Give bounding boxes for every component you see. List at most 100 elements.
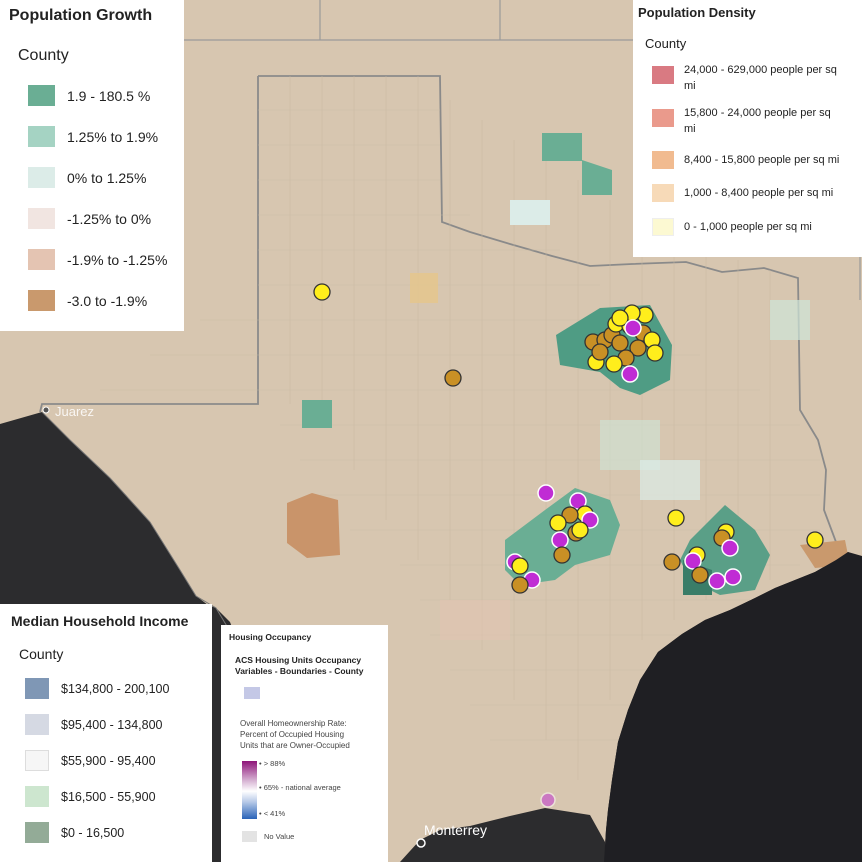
legend-swatch xyxy=(25,786,49,807)
gold-location-marker[interactable] xyxy=(553,546,571,564)
legend-swatch xyxy=(28,85,55,106)
county-grid xyxy=(100,76,820,780)
housing-layer-swatch xyxy=(244,687,260,699)
yellow-location-marker[interactable] xyxy=(667,509,685,527)
legend-label: 1.9 - 180.5 % xyxy=(67,87,151,104)
housing-occupancy-legend: Housing Occupancy ACS Housing Units Occu… xyxy=(221,625,388,862)
purple-location-marker[interactable] xyxy=(624,319,642,337)
no-value-swatch xyxy=(242,831,257,842)
gold-location-marker[interactable] xyxy=(444,369,462,387)
purple-location-marker[interactable] xyxy=(621,365,639,383)
population-growth-item: -3.0 to -1.9% xyxy=(28,290,147,311)
monterrey-label: Monterrey xyxy=(424,822,487,838)
monterrey-marker xyxy=(416,838,426,848)
gold-location-marker[interactable] xyxy=(663,553,681,571)
legend-swatch xyxy=(25,678,49,699)
legend-label: $55,900 - 95,400 xyxy=(61,753,156,768)
legend-swatch xyxy=(25,750,49,771)
purple-location-marker[interactable] xyxy=(537,484,555,502)
no-value-label: No Value xyxy=(264,832,295,841)
median-income-item: $55,900 - 95,400 xyxy=(25,750,156,771)
population-growth-title: Population Growth xyxy=(9,7,153,24)
population-density-item: 15,800 - 24,000 people per sq mi xyxy=(652,105,831,137)
population-density-title: Population Density xyxy=(638,5,756,20)
yellow-location-marker[interactable] xyxy=(549,514,567,532)
yellow-location-marker[interactable] xyxy=(313,283,331,301)
legend-swatch xyxy=(652,218,674,236)
texas-boundary xyxy=(39,75,837,543)
population-density-subtitle: County xyxy=(645,36,687,51)
legend-label: $16,500 - 55,900 xyxy=(61,789,156,804)
legend-swatch xyxy=(25,822,49,843)
housing-occupancy-title: Housing Occupancy xyxy=(229,632,312,642)
gulf-water xyxy=(604,552,862,862)
gold-location-marker[interactable] xyxy=(611,334,629,352)
gold-location-marker[interactable] xyxy=(511,576,529,594)
legend-label: $0 - 16,500 xyxy=(61,825,125,840)
legend-swatch xyxy=(28,167,55,188)
yellow-location-marker[interactable] xyxy=(571,521,589,539)
legend-swatch xyxy=(28,249,55,270)
median-income-item: $134,800 - 200,100 xyxy=(25,678,169,699)
legend-swatch xyxy=(25,714,49,735)
population-density-item: 8,400 - 15,800 people per sq mi xyxy=(652,151,839,169)
legend-label: 24,000 - 629,000 people per sq mi xyxy=(684,64,837,92)
ramp-high-label: • > 88% xyxy=(259,759,286,768)
homeownership-description: Overall Homeownership Rate: Percent of Oc… xyxy=(240,719,350,750)
population-density-item: 24,000 - 629,000 people per sq mi xyxy=(652,62,837,94)
median-income-item: $95,400 - 134,800 xyxy=(25,714,162,735)
legend-label: $134,800 - 200,100 xyxy=(61,681,170,696)
purple-location-marker[interactable] xyxy=(551,531,569,549)
legend-label: -3.0 to -1.9% xyxy=(67,292,148,309)
population-growth-item: -1.9% to -1.25% xyxy=(28,249,167,270)
yellow-location-marker[interactable] xyxy=(511,557,529,575)
population-growth-item: 1.25% to 1.9% xyxy=(28,126,158,147)
yellow-location-marker[interactable] xyxy=(646,344,664,362)
median-income-item: $0 - 16,500 xyxy=(25,822,124,843)
juarez-label: Juarez xyxy=(55,404,94,419)
legend-label: 15,800 - 24,000 people per sq mi xyxy=(684,107,831,135)
population-growth-legend: Population Growth County 1.9 - 180.5 % 1… xyxy=(0,0,184,331)
yellow-location-marker[interactable] xyxy=(611,309,629,327)
median-income-title: Median Household Income xyxy=(11,613,189,629)
population-growth-subtitle: County xyxy=(18,47,69,64)
gold-location-marker[interactable] xyxy=(629,339,647,357)
yellow-location-marker[interactable] xyxy=(605,355,623,373)
gold-location-marker[interactable] xyxy=(591,343,609,361)
median-income-subtitle: County xyxy=(19,646,64,662)
legend-label: 0% to 1.25% xyxy=(67,169,147,186)
juarez-marker xyxy=(42,406,50,414)
population-density-legend: Population Density County 24,000 - 629,0… xyxy=(633,0,862,257)
legend-swatch xyxy=(652,109,674,127)
legend-label: $95,400 - 134,800 xyxy=(61,717,163,732)
population-growth-item: 0% to 1.25% xyxy=(28,167,146,188)
homeownership-color-ramp xyxy=(242,761,257,819)
purple-location-marker[interactable] xyxy=(708,572,726,590)
ramp-mid-label: • 65% - national average xyxy=(259,783,341,792)
location-markers xyxy=(313,283,824,808)
purple-location-marker[interactable] xyxy=(724,568,742,586)
population-growth-item: 1.9 - 180.5 % xyxy=(28,85,150,106)
legend-label: 0 - 1,000 people per sq mi xyxy=(684,221,812,233)
gold-location-marker[interactable] xyxy=(691,566,709,584)
legend-swatch xyxy=(652,151,674,169)
ramp-low-label: • < 41% xyxy=(259,809,286,818)
legend-label: 1.25% to 1.9% xyxy=(67,128,159,145)
population-density-item: 1,000 - 8,400 people per sq mi xyxy=(652,184,833,202)
purple-location-marker[interactable] xyxy=(684,552,702,570)
legend-label: 1,000 - 8,400 people per sq mi xyxy=(684,187,834,199)
legend-swatch xyxy=(652,66,674,84)
legend-swatch xyxy=(28,208,55,229)
population-density-item: 0 - 1,000 people per sq mi xyxy=(652,218,812,236)
legend-swatch xyxy=(28,126,55,147)
purple-location-marker[interactable] xyxy=(540,792,556,808)
purple-location-marker[interactable] xyxy=(721,539,739,557)
housing-layer-name: ACS Housing Units Occupancy Variables - B… xyxy=(235,655,364,676)
gold-location-marker[interactable] xyxy=(561,506,579,524)
legend-swatch xyxy=(652,184,674,202)
legend-label: -1.25% to 0% xyxy=(67,210,152,227)
legend-label: -1.9% to -1.25% xyxy=(67,251,168,268)
median-income-item: $16,500 - 55,900 xyxy=(25,786,156,807)
legend-label: 8,400 - 15,800 people per sq mi xyxy=(684,154,840,166)
yellow-location-marker[interactable] xyxy=(806,531,824,549)
